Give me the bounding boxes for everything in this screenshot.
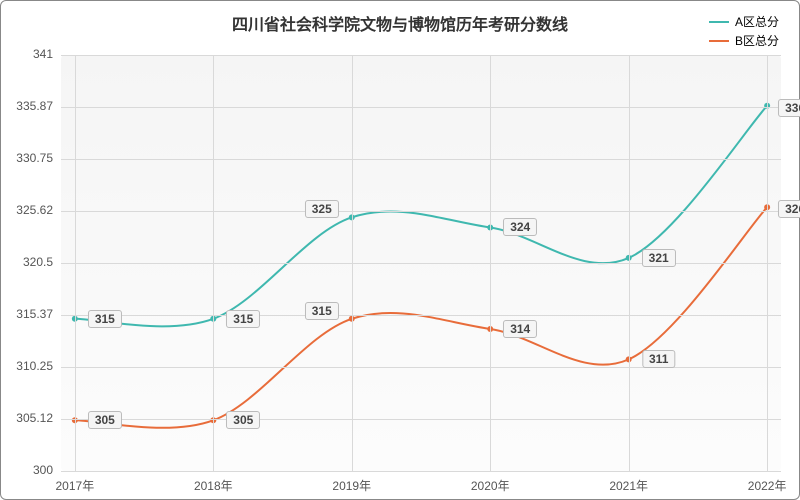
legend-swatch-a — [709, 21, 729, 23]
legend-item-a: A区总分 — [709, 13, 779, 30]
y-axis-label: 315.37 — [16, 307, 53, 321]
plot-area: 315315325324321336305305315314311326 — [61, 55, 781, 471]
grid-line-h — [61, 107, 781, 108]
point-label: 314 — [503, 320, 537, 338]
y-axis-label: 305.12 — [16, 411, 53, 425]
point-label: 311 — [642, 350, 675, 368]
chart-title: 四川省社会科学院文物与博物馆历年考研分数线 — [232, 11, 568, 35]
y-axis-label: 300 — [33, 463, 53, 477]
grid-line-v — [629, 55, 630, 471]
point-label: 315 — [226, 310, 260, 328]
x-axis-label: 2018年 — [194, 477, 233, 494]
x-axis-label: 2020年 — [471, 477, 510, 494]
point-label: 315 — [88, 310, 122, 328]
x-axis-label: 2019年 — [332, 477, 371, 494]
y-axis-label: 330.75 — [16, 151, 53, 165]
point-label: 305 — [88, 411, 122, 429]
grid-line-v — [490, 55, 491, 471]
point-label: 305 — [226, 411, 260, 429]
chart-container: 四川省社会科学院文物与博物馆历年考研分数线 A区总分 B区总分 315 315 32… — [0, 0, 800, 500]
legend: A区总分 B区总分 — [709, 13, 779, 51]
grid-line-h — [61, 211, 781, 212]
y-axis-label: 335.87 — [16, 99, 53, 113]
grid-line-h — [61, 55, 781, 56]
grid-line-v — [213, 55, 214, 471]
y-axis-label: 325.62 — [16, 203, 53, 217]
y-axis-label: 310.25 — [16, 359, 53, 373]
x-axis-label: 2022年 — [748, 477, 787, 494]
legend-label-b: B区总分 — [735, 32, 779, 49]
point-label: 336 — [778, 99, 800, 117]
point-label: 325 — [305, 200, 339, 218]
grid-line-h — [61, 159, 781, 160]
x-axis-label: 2017年 — [55, 477, 94, 494]
point-label: 321 — [642, 249, 676, 267]
series-line — [75, 106, 767, 327]
grid-line-v — [75, 55, 76, 471]
legend-swatch-b — [709, 40, 729, 42]
series-line — [75, 207, 767, 428]
x-axis-label: 2021年 — [609, 477, 648, 494]
grid-line-h — [61, 471, 781, 472]
grid-line-v — [352, 55, 353, 471]
grid-line-v — [767, 55, 768, 471]
point-label: 315 — [305, 302, 339, 320]
point-label: 326 — [778, 200, 800, 218]
legend-label-a: A区总分 — [735, 13, 779, 30]
point-label: 324 — [503, 218, 537, 236]
legend-item-b: B区总分 — [709, 32, 779, 49]
grid-line-h — [61, 315, 781, 316]
y-axis-label: 341 — [33, 47, 53, 61]
y-axis-label: 320.5 — [23, 255, 53, 269]
grid-line-h — [61, 419, 781, 420]
